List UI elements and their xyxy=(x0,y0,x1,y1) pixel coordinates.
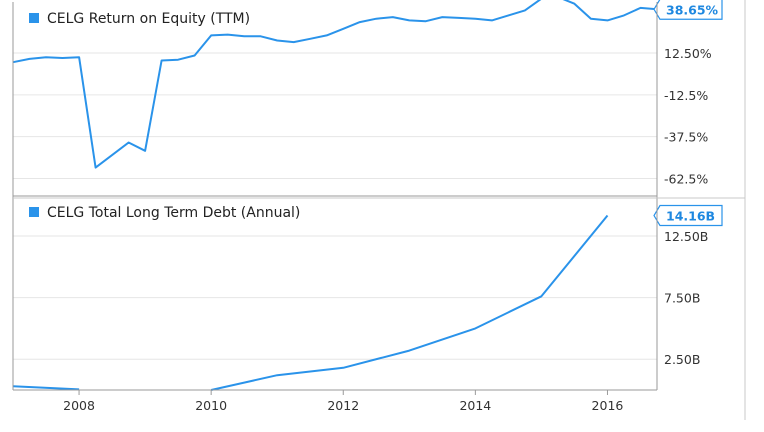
roe-legend: CELG Return on Equity (TTM) xyxy=(22,7,262,31)
x-tick-label: 2010 xyxy=(195,398,227,413)
debt-legend-swatch xyxy=(29,207,39,217)
debt-badge-shape xyxy=(653,204,723,227)
x-tick-label: 2014 xyxy=(459,398,491,413)
debt-panel: 12.50B 7.50B 2.50B CELG Total Long Term De… xyxy=(12,199,723,391)
debt-line xyxy=(210,214,609,391)
debt-gridlines xyxy=(13,235,657,360)
debt-line xyxy=(12,385,80,391)
debt-series xyxy=(12,214,609,391)
roe-gridlines xyxy=(13,52,657,179)
roe-y-tick-label: 12.50% xyxy=(664,46,712,61)
x-axis: 2008 2010 2012 2014 2016 xyxy=(63,390,623,413)
roe-y-tick-label: -62.5% xyxy=(664,171,708,186)
debt-y-axis: 12.50B 7.50B 2.50B xyxy=(664,229,708,367)
roe-legend-label: CELG Return on Equity (TTM) xyxy=(47,11,250,27)
roe-line xyxy=(12,0,658,169)
debt-plot-area xyxy=(13,199,657,390)
debt-y-tick-label: 7.50B xyxy=(664,291,700,306)
debt-legend: CELG Total Long Term Debt (Annual) xyxy=(22,201,312,225)
x-tick-label: 2016 xyxy=(592,398,624,413)
debt-y-tick-label: 2.50B xyxy=(664,352,700,367)
debt-last-value: 14.16B xyxy=(666,209,715,224)
roe-badge-shape xyxy=(653,0,723,20)
roe-plot-area xyxy=(13,2,657,196)
roe-legend-swatch xyxy=(29,13,39,23)
x-tick-label: 2008 xyxy=(63,398,95,413)
roe-y-axis: 12.50% -12.5% -37.5% -62.5% xyxy=(664,46,712,186)
x-tick-label: 2012 xyxy=(327,398,359,413)
roe-series xyxy=(12,0,658,169)
roe-last-value-badge: 38.65% xyxy=(653,0,723,20)
roe-y-tick-label: -37.5% xyxy=(664,130,708,145)
roe-y-tick-label: -12.5% xyxy=(664,88,708,103)
roe-last-value: 38.65% xyxy=(666,2,719,17)
debt-legend-label: CELG Total Long Term Debt (Annual) xyxy=(47,205,300,221)
roe-panel: 12.50% -12.5% -37.5% -62.5% CELG Return on … xyxy=(12,0,723,196)
debt-y-tick-label: 12.50B xyxy=(664,229,708,244)
plot-frame xyxy=(12,0,746,420)
debt-last-value-badge: 14.16B xyxy=(653,204,723,227)
